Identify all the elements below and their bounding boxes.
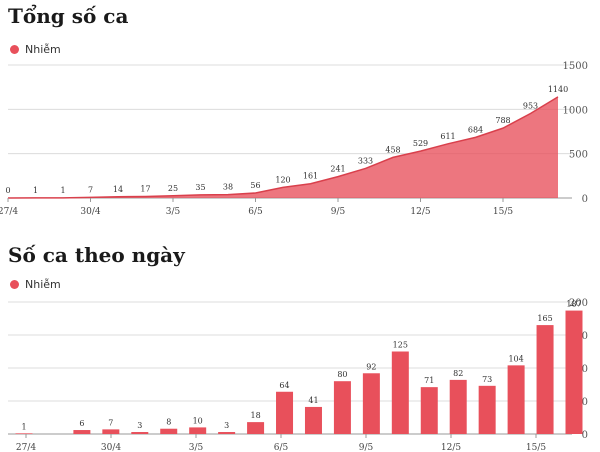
data-label: 10 xyxy=(193,416,203,425)
data-label: 0 xyxy=(5,186,10,195)
data-label: 71 xyxy=(424,376,434,385)
chart-1-legend: Nhiễm xyxy=(10,43,61,56)
data-label: 35 xyxy=(195,183,205,192)
daily-bar-chart: 0501001502001673810318644180921257182731… xyxy=(8,298,588,452)
bar xyxy=(391,351,409,434)
x-tick-label: 15/5 xyxy=(493,207,513,217)
data-label: 953 xyxy=(523,102,538,111)
data-label: 1 xyxy=(21,422,26,431)
data-label: 1140 xyxy=(548,85,568,94)
data-label: 187 xyxy=(566,300,581,309)
bar xyxy=(218,432,236,434)
data-label: 161 xyxy=(303,172,318,181)
data-label: 82 xyxy=(453,369,463,378)
bar xyxy=(536,325,554,434)
data-label: 17 xyxy=(140,184,150,193)
bar xyxy=(333,381,351,434)
chart-2-legend-label: Nhiễm xyxy=(25,278,61,291)
x-tick-label: 3/5 xyxy=(166,207,181,217)
data-label: 165 xyxy=(537,314,552,323)
x-tick-label: 3/5 xyxy=(189,443,204,452)
chart-1-title: Tổng số ca xyxy=(8,4,129,28)
data-label: 92 xyxy=(366,362,376,371)
bar xyxy=(276,391,294,434)
x-tick-label: 15/5 xyxy=(526,443,546,452)
data-label: 125 xyxy=(393,341,408,350)
data-label: 241 xyxy=(330,165,345,174)
y-tick-label: 0 xyxy=(582,430,588,441)
bar xyxy=(507,365,525,434)
legend-dot xyxy=(10,45,19,54)
bar xyxy=(73,430,91,434)
series-line xyxy=(7,96,559,199)
bar xyxy=(102,429,120,434)
data-label: 25 xyxy=(168,184,178,193)
x-tick-label: 9/5 xyxy=(331,207,346,217)
bar xyxy=(15,433,33,434)
bar xyxy=(189,427,207,434)
x-tick-label: 12/5 xyxy=(410,207,430,217)
y-tick-label: 1000 xyxy=(563,105,588,116)
data-label: 3 xyxy=(137,421,142,430)
bar xyxy=(449,379,467,434)
data-label: 611 xyxy=(440,132,455,141)
x-tick-label: 9/5 xyxy=(359,443,374,452)
bar xyxy=(362,373,380,434)
chart-1-legend-label: Nhiễm xyxy=(25,43,61,56)
x-tick-label: 27/4 xyxy=(16,443,36,452)
data-label: 41 xyxy=(308,396,318,405)
x-tick-label: 6/5 xyxy=(248,207,263,217)
data-label: 788 xyxy=(495,116,510,125)
data-label: 3 xyxy=(224,421,229,430)
bar xyxy=(565,310,583,434)
legend-dot xyxy=(10,280,19,289)
bar xyxy=(247,422,265,434)
data-label: 8 xyxy=(166,418,171,427)
data-label: 333 xyxy=(358,156,373,165)
y-tick-label: 200 xyxy=(569,298,588,309)
x-tick-label: 6/5 xyxy=(274,443,289,452)
bar xyxy=(420,387,438,434)
bar xyxy=(478,385,496,434)
data-label: 14 xyxy=(113,185,123,194)
data-label: 64 xyxy=(279,381,289,390)
chart-2-title: Số ca theo ngày xyxy=(8,243,185,267)
data-label: 80 xyxy=(337,370,347,379)
data-label: 684 xyxy=(468,125,483,134)
data-label: 6 xyxy=(79,419,84,428)
data-label: 120 xyxy=(275,175,290,184)
data-label: 38 xyxy=(223,183,233,192)
data-label: 7 xyxy=(108,418,113,427)
y-tick-label: 500 xyxy=(569,150,588,161)
data-label: 73 xyxy=(482,375,492,384)
data-label: 1 xyxy=(33,186,38,195)
bar xyxy=(304,406,322,434)
chart-2-legend: Nhiễm xyxy=(10,278,61,291)
x-tick-label: 27/4 xyxy=(0,207,18,217)
bar xyxy=(131,432,149,434)
y-tick-label: 1500 xyxy=(563,61,588,72)
area-fill xyxy=(8,96,558,198)
x-tick-label: 30/4 xyxy=(101,443,121,452)
x-tick-label: 12/5 xyxy=(441,443,461,452)
data-label: 18 xyxy=(250,411,260,420)
data-label: 7 xyxy=(88,185,93,194)
data-label: 56 xyxy=(250,181,260,190)
x-tick-label: 30/4 xyxy=(80,207,100,217)
data-label: 1 xyxy=(60,186,65,195)
data-label: 529 xyxy=(413,139,428,148)
data-label: 458 xyxy=(385,145,400,154)
data-label: 104 xyxy=(508,354,523,363)
bar xyxy=(160,428,178,434)
y-tick-label: 0 xyxy=(582,194,588,205)
